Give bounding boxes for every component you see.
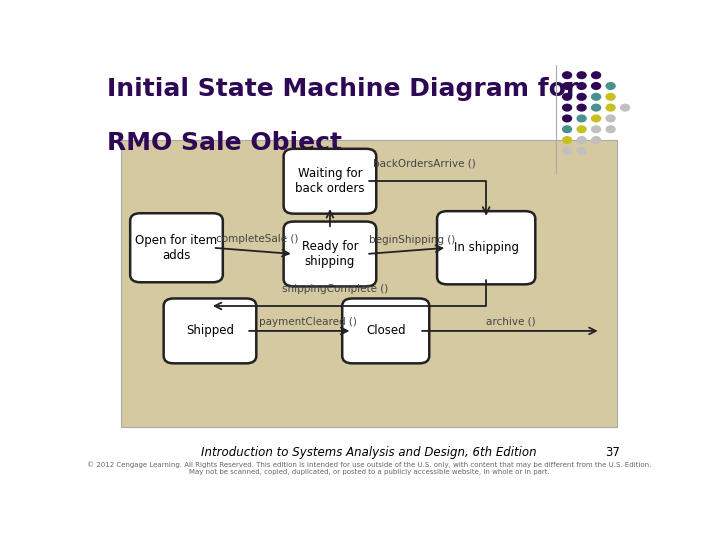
- Circle shape: [592, 93, 600, 100]
- Circle shape: [562, 72, 572, 78]
- Circle shape: [606, 115, 615, 122]
- Circle shape: [577, 72, 586, 78]
- Text: Closed: Closed: [366, 325, 405, 338]
- Text: Introduction to Systems Analysis and Design, 6th Edition: Introduction to Systems Analysis and Des…: [201, 446, 537, 459]
- Text: Initial State Machine Diagram for: Initial State Machine Diagram for: [107, 77, 578, 102]
- Circle shape: [606, 93, 615, 100]
- Circle shape: [592, 115, 600, 122]
- Circle shape: [577, 137, 586, 144]
- Text: Shipped: Shipped: [186, 325, 234, 338]
- Circle shape: [562, 126, 572, 133]
- Circle shape: [562, 147, 572, 154]
- Circle shape: [577, 147, 586, 154]
- Circle shape: [562, 93, 572, 100]
- Circle shape: [562, 115, 572, 122]
- Circle shape: [562, 83, 572, 89]
- Text: Ready for
shipping: Ready for shipping: [302, 240, 359, 268]
- FancyBboxPatch shape: [121, 140, 617, 427]
- Circle shape: [592, 72, 600, 78]
- Text: Open for item
adds: Open for item adds: [135, 234, 217, 262]
- Circle shape: [592, 83, 600, 89]
- Text: backOrdersArrive (): backOrdersArrive (): [374, 158, 476, 168]
- Circle shape: [606, 83, 615, 89]
- Circle shape: [621, 104, 629, 111]
- Text: paymentCleared (): paymentCleared (): [258, 317, 356, 327]
- Circle shape: [562, 104, 572, 111]
- Text: completeSale (): completeSale (): [216, 234, 299, 244]
- FancyBboxPatch shape: [284, 221, 377, 286]
- Text: beginShipping (): beginShipping (): [369, 235, 456, 245]
- FancyBboxPatch shape: [130, 213, 222, 282]
- Text: archive (): archive (): [487, 317, 536, 327]
- Circle shape: [577, 104, 586, 111]
- FancyBboxPatch shape: [163, 299, 256, 363]
- Circle shape: [606, 104, 615, 111]
- Circle shape: [577, 115, 586, 122]
- Text: 37: 37: [606, 446, 620, 459]
- FancyBboxPatch shape: [284, 149, 377, 214]
- Text: shippingComplete (): shippingComplete (): [282, 284, 389, 294]
- FancyBboxPatch shape: [342, 299, 429, 363]
- Circle shape: [592, 137, 600, 144]
- Circle shape: [562, 137, 572, 144]
- Circle shape: [592, 126, 600, 133]
- Circle shape: [577, 93, 586, 100]
- Text: © 2012 Cengage Learning. All Rights Reserved. This edition is intended for use o: © 2012 Cengage Learning. All Rights Rese…: [87, 461, 651, 475]
- Text: Waiting for
back orders: Waiting for back orders: [295, 167, 365, 195]
- Text: In shipping: In shipping: [454, 241, 518, 254]
- Text: RMO Sale Object: RMO Sale Object: [107, 131, 342, 156]
- Circle shape: [606, 126, 615, 133]
- Circle shape: [577, 126, 586, 133]
- Circle shape: [577, 83, 586, 89]
- Circle shape: [592, 104, 600, 111]
- FancyBboxPatch shape: [437, 211, 535, 285]
